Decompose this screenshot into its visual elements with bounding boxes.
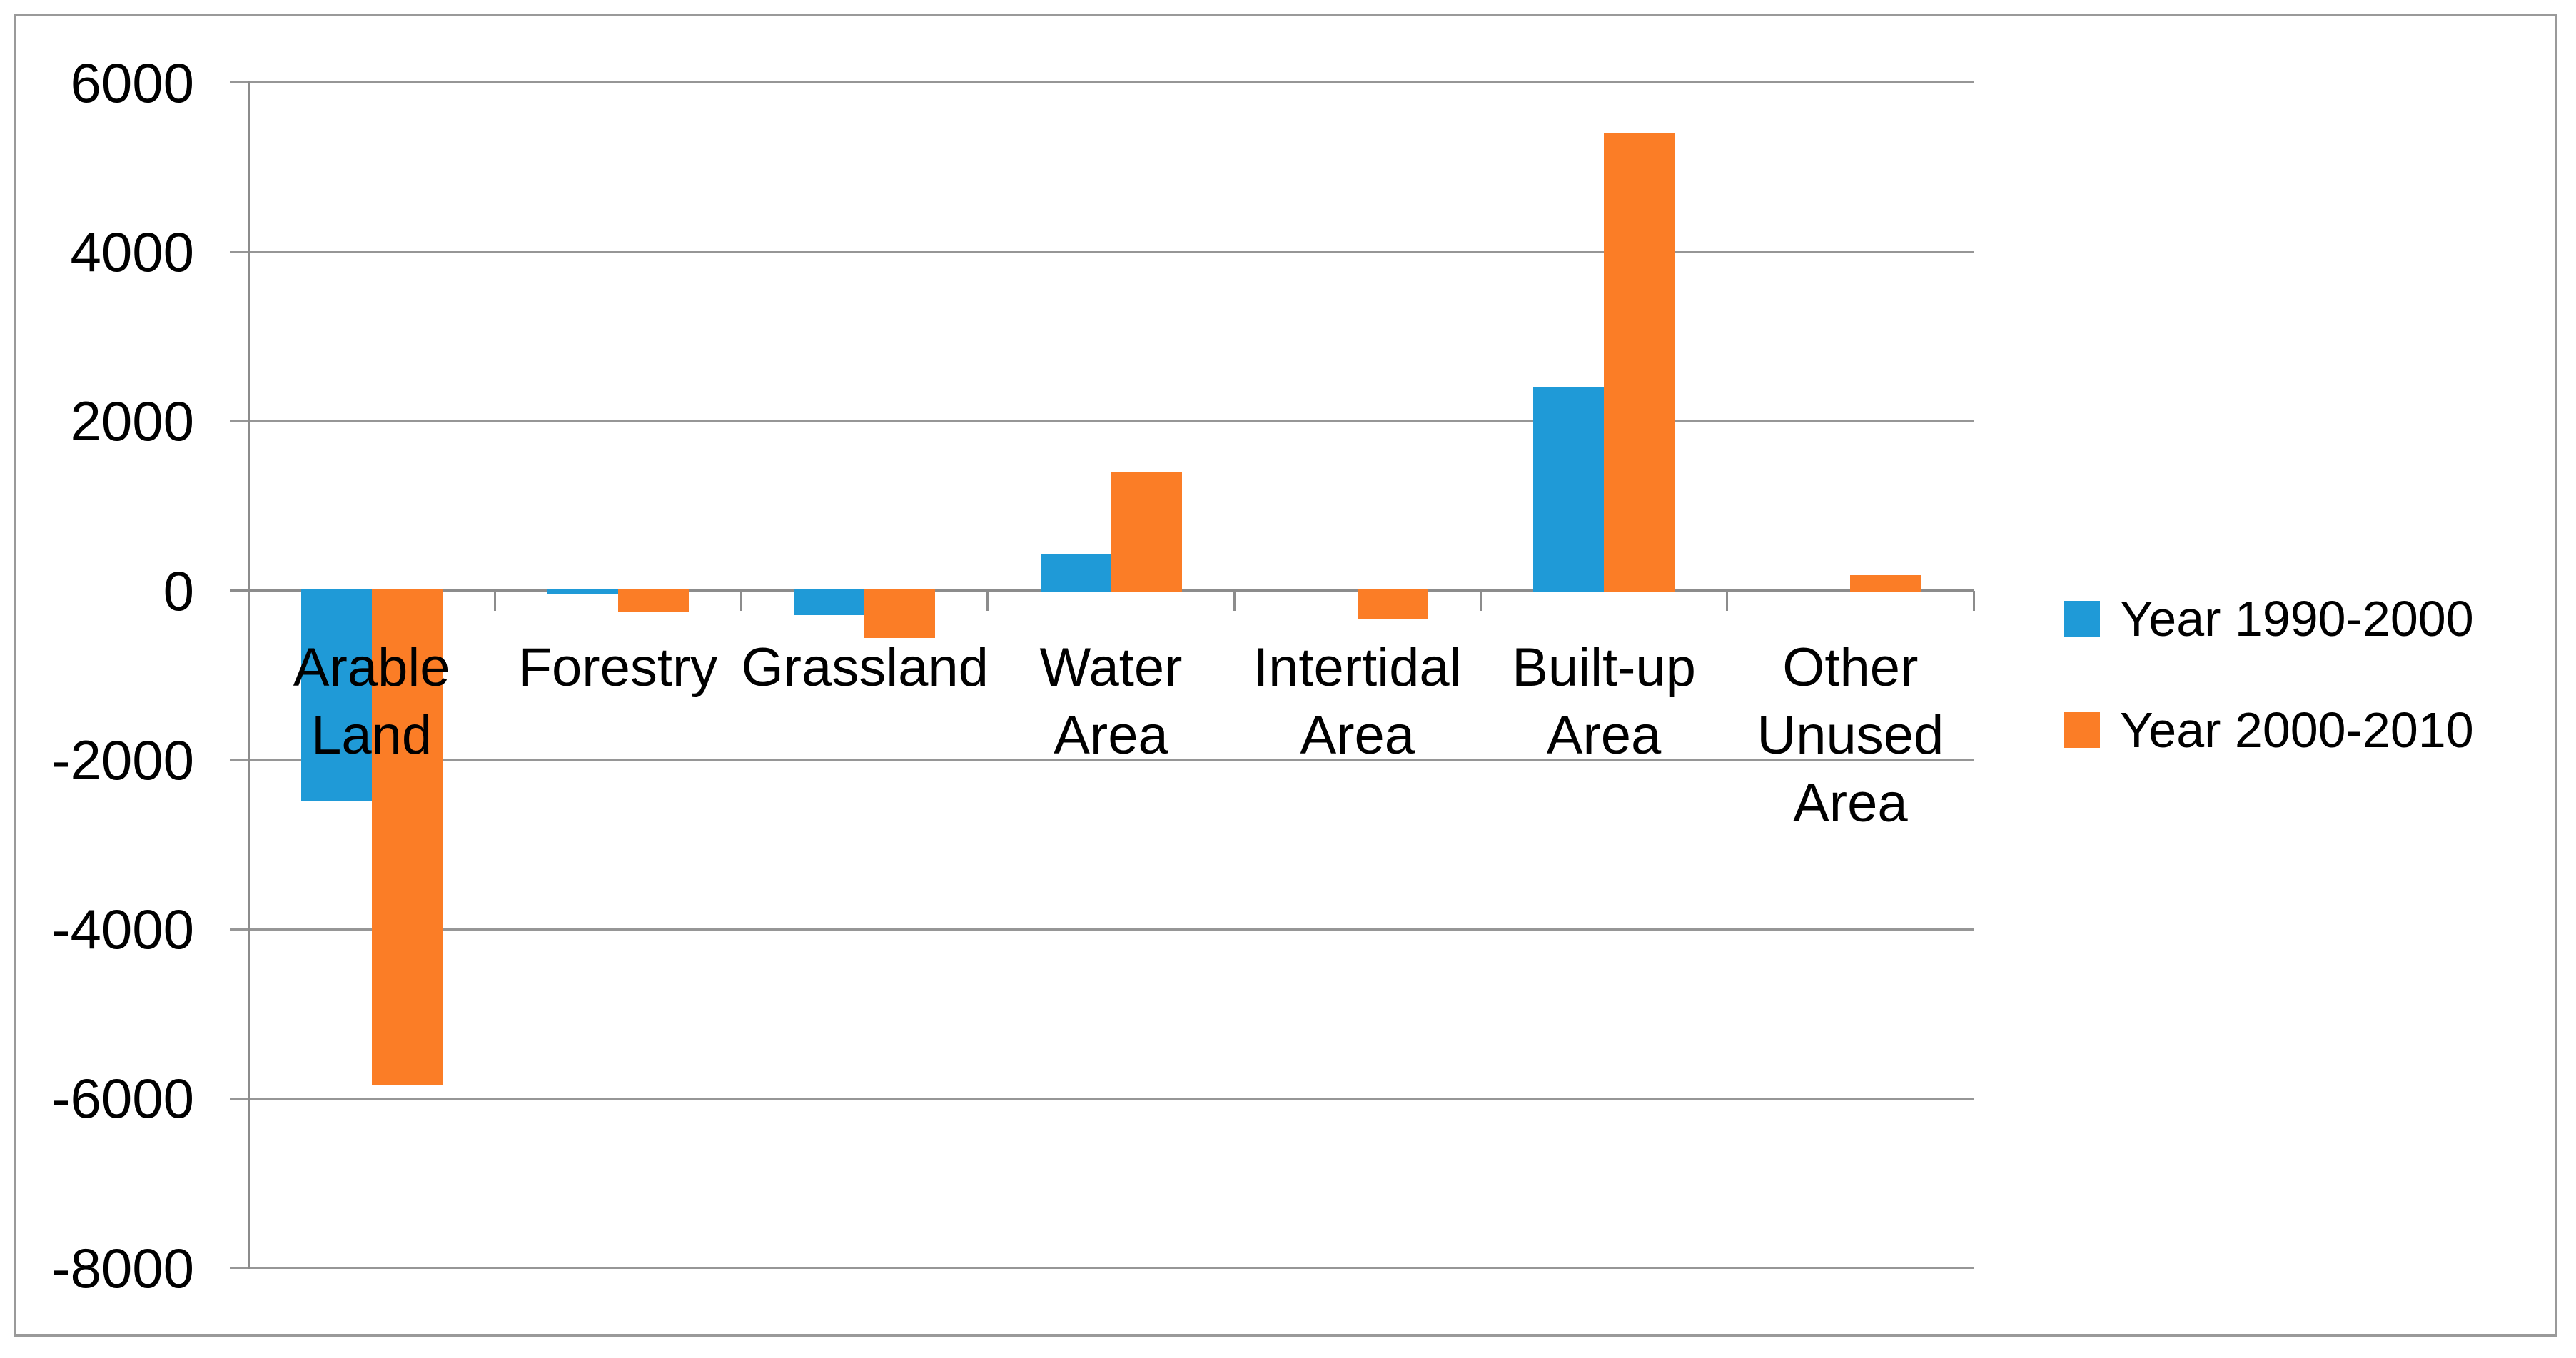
bar-year-2000-2010-forestry <box>617 589 689 613</box>
y-axis-label-0: 0 <box>163 559 194 622</box>
bar-year-1990-2000-water-area <box>1040 554 1111 592</box>
bar-year-1990-2000-grassland <box>794 589 865 615</box>
legend-label-year-1990-2000: Year 1990-2000 <box>2120 591 2474 647</box>
category-label-built-up-area: Built-up Area <box>1480 634 1727 769</box>
category-label-line: Area <box>1054 705 1168 766</box>
legend-label-year-2000-2010: Year 2000-2010 <box>2120 702 2474 758</box>
y-axis-label--6000: -6000 <box>51 1067 195 1130</box>
gridline--4000 <box>230 928 1974 931</box>
category-label-intertidal-area: Intertidal Area <box>1234 634 1480 769</box>
category-label-line: Area <box>1300 705 1415 766</box>
y-axis-label-6000: 6000 <box>70 51 194 114</box>
category-label-line: Built-up <box>1512 637 1696 698</box>
bar-year-1990-2000-forestry <box>547 589 618 595</box>
y-axis-label-2000: 2000 <box>70 390 194 453</box>
category-label-line: Water <box>1039 637 1183 698</box>
gridline-2000 <box>230 420 1974 422</box>
category-label-arable-land: Arable Land <box>248 634 495 769</box>
gridline-6000 <box>230 81 1974 84</box>
x-axis-tick <box>1479 590 1482 611</box>
x-axis-tick <box>1233 590 1236 611</box>
category-label-line: Intertidal <box>1253 637 1462 698</box>
bar-year-2000-2010-intertidal-area <box>1357 589 1428 619</box>
bar-year-2000-2010-arable-land <box>371 589 443 1086</box>
category-label-line: Grassland <box>741 637 989 698</box>
y-axis-label--2000: -2000 <box>51 728 195 791</box>
category-label-forestry: Forestry <box>495 634 741 701</box>
category-label-other-unused-area: Other Unused Area <box>1727 634 1974 837</box>
category-label-line: Area <box>1793 773 1908 833</box>
bar-year-2000-2010-grassland <box>864 589 936 638</box>
gridline-4000 <box>230 250 1974 253</box>
y-axis-label--8000: -8000 <box>51 1236 195 1299</box>
legend-swatch-year-2000-2010 <box>2064 712 2100 748</box>
category-label-line: Forestry <box>518 637 718 698</box>
category-label-line: Arable <box>293 637 450 698</box>
gridline--2000 <box>230 759 1974 761</box>
y-axis-label-4000: 4000 <box>70 221 194 283</box>
bar-year-2000-2010-built-up-area <box>1604 133 1675 592</box>
y-axis-label--4000: -4000 <box>51 898 195 961</box>
category-label-line: Unused <box>1757 705 1944 766</box>
category-label-line: Area <box>1546 705 1662 766</box>
bar-year-1990-2000-built-up-area <box>1533 387 1605 592</box>
x-axis-tick <box>1726 590 1729 611</box>
legend-swatch-year-1990-2000 <box>2064 601 2100 637</box>
gridline--6000 <box>230 1097 1974 1100</box>
x-axis-tick <box>493 590 496 611</box>
chart-border <box>14 14 2557 1337</box>
bar-year-1990-2000-arable-land <box>300 589 372 801</box>
gridline--8000 <box>230 1267 1974 1269</box>
y-axis-line <box>247 81 250 1269</box>
category-label-line: Land <box>311 705 433 766</box>
bar-year-2000-2010-water-area <box>1111 472 1182 592</box>
x-axis-tick <box>1972 590 1975 611</box>
category-label-grassland: Grassland <box>741 634 989 701</box>
bar-year-2000-2010-other-unused-area <box>1850 575 1921 592</box>
category-label-line: Other <box>1782 637 1919 698</box>
x-axis-tick <box>740 590 743 611</box>
category-label-water-area: Water Area <box>988 634 1234 769</box>
x-axis-tick <box>986 590 989 611</box>
